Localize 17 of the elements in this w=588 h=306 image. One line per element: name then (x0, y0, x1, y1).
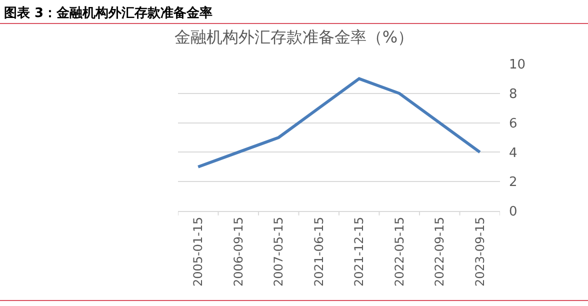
y-tick-label: 10 (509, 58, 526, 73)
x-tick-label: 2021-06-15 (312, 216, 326, 287)
x-tick-label: 2022-05-15 (392, 216, 406, 287)
x-tick-label: 2005-01-15 (191, 216, 206, 287)
y-tick-label: 0 (509, 204, 518, 220)
y-tick-label: 4 (509, 146, 518, 161)
y-tick-label: 2 (509, 175, 518, 190)
line-series (196, 77, 482, 168)
x-tick-label: 2021-12-15 (352, 216, 366, 287)
x-tick-label: 2006-09-15 (231, 216, 246, 287)
x-tick-label: 2022-09-15 (432, 216, 447, 287)
chart-title: 金融机构外汇存款准备金率（%） (174, 27, 414, 46)
y-tick-label: 6 (509, 116, 518, 132)
text: 图表 3：金融机构外汇存款准备金率 (4, 4, 213, 22)
x-tick-label: 2007-05-15 (272, 216, 286, 287)
x-tick-label: 2023-09-15 (472, 216, 487, 287)
y-tick-label: 8 (509, 86, 518, 102)
